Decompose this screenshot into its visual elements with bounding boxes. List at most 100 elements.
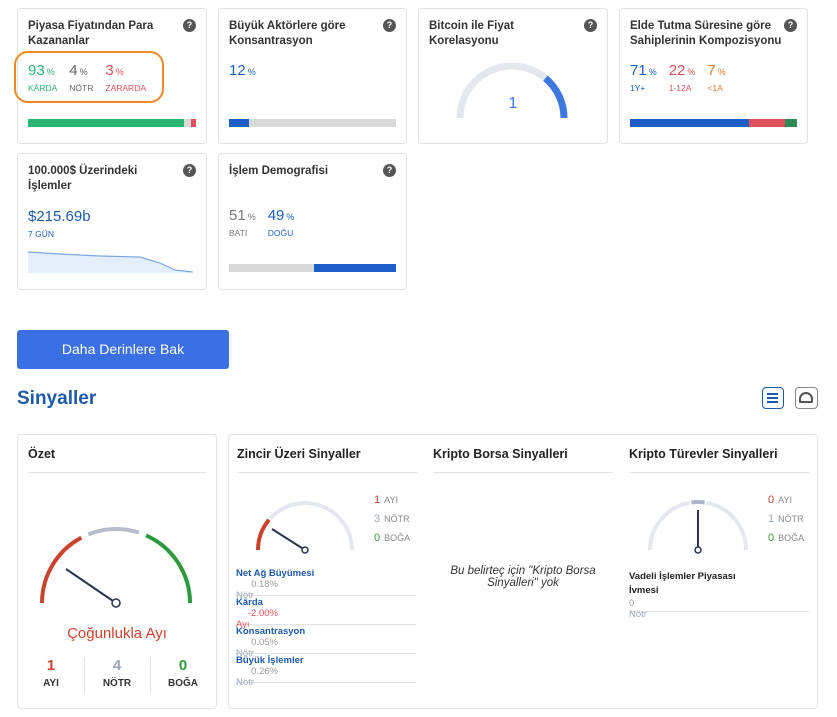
stat-unit: % (717, 67, 726, 77)
bar-segment (748, 119, 786, 127)
count-label: NÖTR (102, 678, 132, 689)
gauge-needle (65, 568, 117, 604)
stat-value-line: 49% (268, 207, 295, 225)
signal-name: Konsantrasyon (236, 626, 306, 637)
count-label: AYI (384, 495, 398, 505)
stat-value-line: 3% (105, 62, 146, 80)
stat: 49% DOĞU (268, 207, 295, 238)
deeper-button[interactable]: Daha Derinlere Bak (17, 330, 229, 369)
count-value: 1 (768, 513, 775, 525)
volume-value: $215.69b (28, 208, 91, 225)
stat-unit: % (115, 67, 124, 77)
gauge-pivot (301, 546, 309, 554)
stat-unit: % (648, 67, 657, 77)
stats: 12% (229, 62, 256, 80)
summary-panel: Özet Çoğunlukla Ayı 1 AYI 4 NÖTR 0 BOĞA (17, 434, 217, 709)
gauge-bear (256, 518, 271, 551)
card: Büyük Aktörlere göre Konsantrasyon ? 12% (218, 8, 407, 144)
signal-state: Nötr (629, 609, 647, 620)
stat-unit: % (247, 67, 256, 77)
card: İşlem Demografisi ? 51% BATI 49% DOĞU (218, 153, 407, 290)
stat-value: 71 (630, 62, 647, 79)
count: 1 NÖTR (768, 513, 804, 525)
stat-value: 93 (28, 62, 45, 79)
bar-segment (184, 119, 191, 127)
stat-label: DOĞU (267, 228, 294, 238)
help-icon[interactable]: ? (784, 19, 797, 32)
gauge-pivot (694, 546, 702, 554)
count: 0 BOĞA (158, 657, 208, 689)
count-label: BOĞA (384, 533, 411, 543)
card: Bitcoin ile Fiyat Korelasyonu ? 1 (418, 8, 608, 144)
stat: 4% NÖTR (69, 62, 93, 93)
count-value: 0 (768, 494, 775, 506)
list-view-button[interactable] (762, 387, 784, 409)
signal-name: Net Ağ Büyümesi (236, 568, 315, 579)
stat-unit: % (247, 212, 256, 222)
count: 0 BOĞA (374, 532, 410, 544)
count-value: 4 (112, 657, 122, 674)
help-icon[interactable]: ? (183, 164, 196, 177)
card-title: İşlem Demografisi (229, 165, 329, 177)
count: 1 AYI (26, 657, 76, 689)
signal-row: Net Ağ Büyümesi 0.18% Nötr (236, 568, 416, 601)
card-title: 100.000$ Üzerindeki İşlemler (28, 165, 138, 192)
signal-name: Vadeli İşlemler Piyasası İvmesi (629, 571, 736, 596)
count-value: 0 (768, 532, 775, 544)
count-label: AYI (778, 495, 792, 505)
stat: 12% (229, 62, 256, 80)
signals-panel: Zincir Üzeri Sinyaller Kripto Borsa Siny… (228, 434, 818, 709)
empty-message: Bu belirteç için "Kripto Borsa Sinyaller… (450, 565, 596, 589)
stat-unit: % (46, 67, 55, 77)
correlation-value: 1 (508, 95, 518, 112)
card: Piyasa Fiyatından Para Kazananlar ? 93% K… (14, 8, 207, 144)
gauge-view-button[interactable] (795, 387, 818, 409)
signal-row: Vadeli İşlemler Piyasası İvmesi 0 Nötr (629, 570, 809, 620)
stat-label: BATI (229, 228, 248, 238)
bar (229, 119, 396, 127)
stat-value: 22 (668, 62, 686, 79)
count-value: 3 (374, 513, 381, 525)
card-title: Büyük Aktörlere göre Konsantrasyon (229, 20, 346, 47)
count: 1 AYI (374, 494, 398, 506)
stat-unit: % (79, 67, 88, 77)
count: 0 AYI (768, 494, 792, 506)
signal-value: 0.05% (251, 637, 278, 648)
signal-row: Kârda -2.00% Ayı (236, 597, 416, 630)
help-icon[interactable]: ? (383, 164, 396, 177)
stat: 51% BATI (229, 207, 256, 238)
count: 4 NÖTR (92, 657, 142, 689)
bar (28, 119, 196, 127)
stat: 22% 1-12A (669, 62, 696, 93)
signal-row: Konsantrasyon 0.05% Nötr (236, 626, 416, 659)
signal-value: 0 (629, 598, 635, 609)
card: 100.000$ Üzerindeki İşlemler ? $215.69b … (17, 153, 207, 290)
stat-value: 51 (229, 207, 246, 224)
card-title: Bitcoin ile Fiyat Korelasyonu (429, 20, 514, 47)
stat: 71% 1Y+ (630, 62, 657, 93)
bar-segment (229, 264, 315, 272)
signal-value: -2.00% (247, 608, 278, 619)
card: Elde Tutma Süresine göre Sahiplerinin Ko… (619, 8, 808, 144)
card-title: Elde Tutma Süresine göre Sahiplerinin Ko… (630, 20, 782, 47)
signal-value: 0.18% (251, 579, 278, 590)
section-title: Sinyaller (17, 388, 97, 409)
help-icon[interactable]: ? (584, 19, 597, 32)
count-value: 1 (374, 494, 381, 506)
count-value: 0 (178, 657, 188, 674)
bar-segment (314, 264, 396, 272)
gauge-neutral (87, 527, 140, 537)
count-label: NÖTR (778, 514, 804, 524)
sparkline (27, 251, 194, 273)
help-icon[interactable]: ? (183, 19, 196, 32)
signal-name: Büyük İşlemler (236, 655, 304, 666)
count-value: 0 (374, 532, 381, 544)
stat-value-line: 4% (69, 62, 93, 80)
help-icon[interactable]: ? (383, 19, 396, 32)
sparkline-area (28, 252, 193, 273)
signal-state: Ayı (236, 619, 250, 630)
highlight (14, 51, 164, 103)
bar (229, 264, 396, 272)
count-label: AYI (43, 678, 59, 689)
